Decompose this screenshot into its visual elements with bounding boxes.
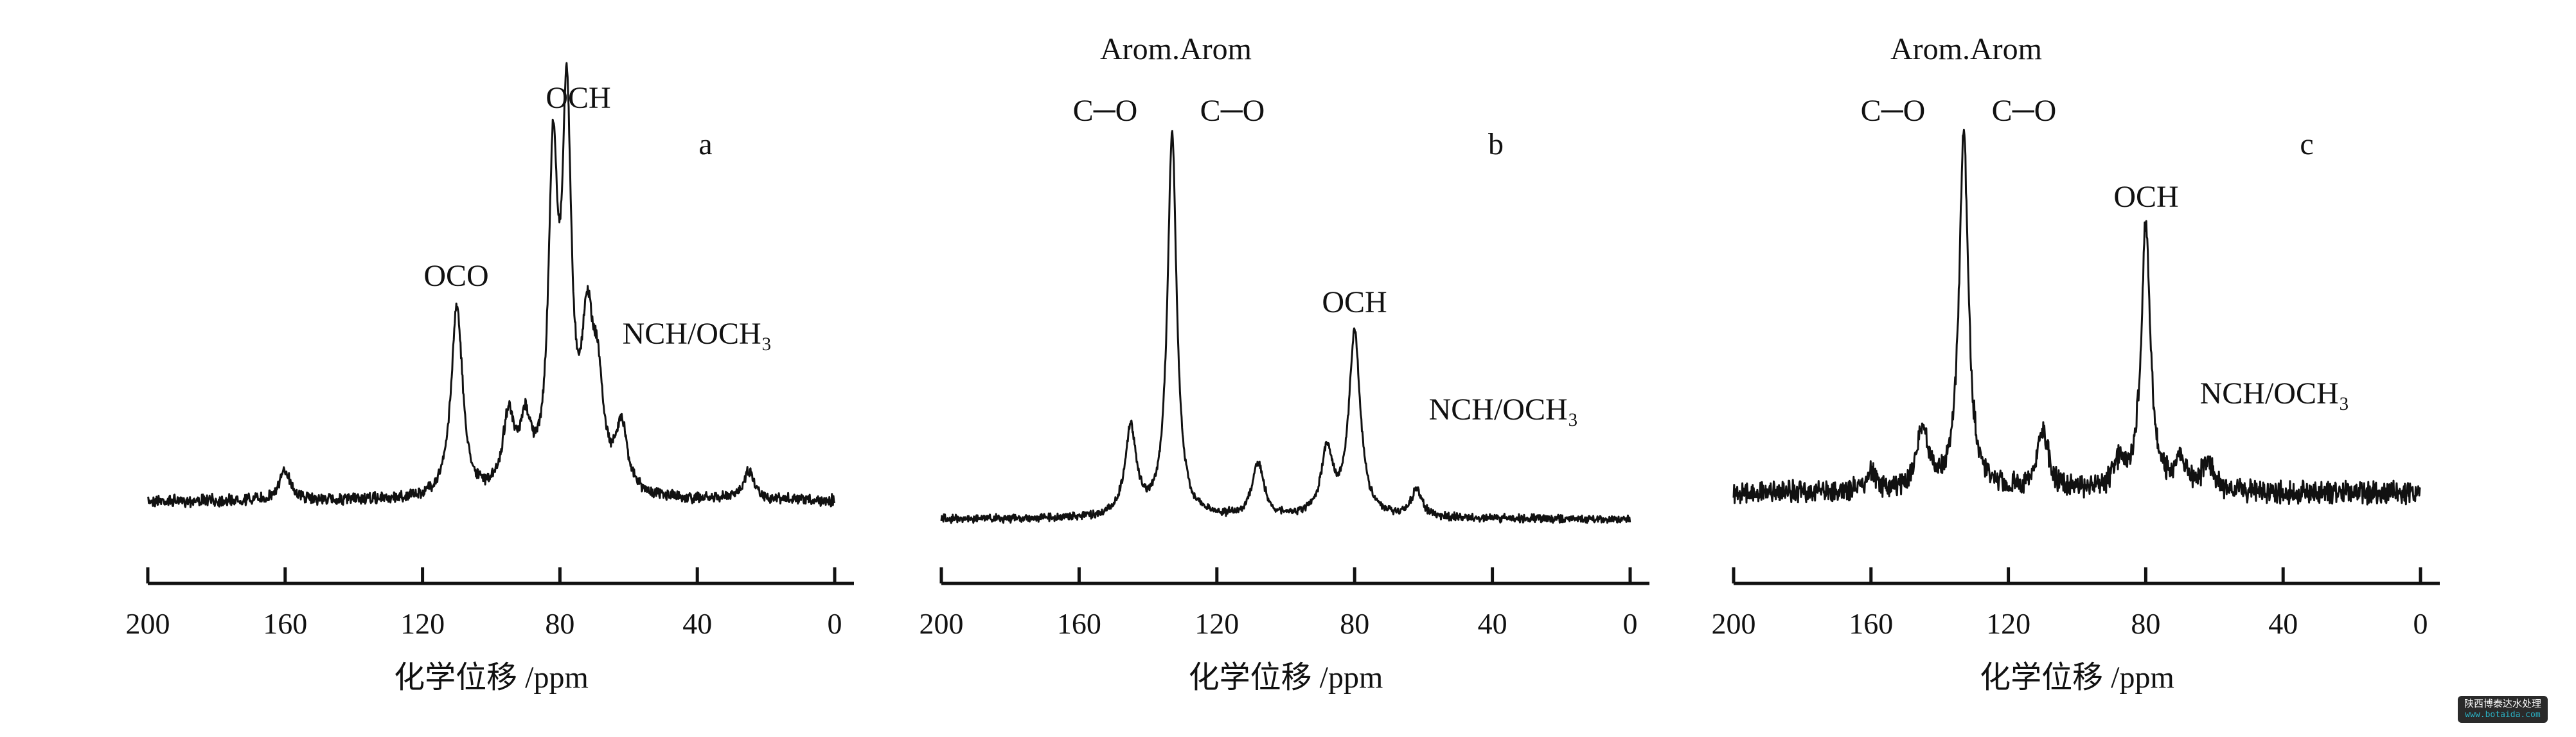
peak-annotation: OCO xyxy=(423,259,488,293)
x-tick-label: 40 xyxy=(682,607,712,640)
x-tick-label: 40 xyxy=(2268,607,2298,640)
x-tick-label: 200 xyxy=(126,607,170,640)
x-tick-label: 160 xyxy=(1849,607,1893,640)
peak-annotation: C─O xyxy=(1861,94,1926,128)
x-tick-label: 80 xyxy=(545,607,574,640)
x-tick-label: 40 xyxy=(1478,607,1507,640)
x-tick-label: 200 xyxy=(919,607,964,640)
peak-annotation: Arom.Arom xyxy=(1100,32,1252,66)
watermark-url: www.botaida.com xyxy=(2465,710,2541,720)
watermark-company: 陕西博泰达水处理 xyxy=(2464,698,2541,709)
watermark-logo: 陕西博泰达水处理 www.botaida.com xyxy=(2458,696,2548,723)
peak-annotation: C─O xyxy=(1200,94,1265,128)
x-tick-label: 0 xyxy=(2413,607,2428,640)
peak-annotation: NCH/OCH₃ xyxy=(1429,393,1579,427)
x-tick-label: 0 xyxy=(1623,607,1638,640)
peak-annotation: NCH/OCH₃ xyxy=(623,317,772,351)
spectrum-panel-c: 200 160 120 80 40 0 化学位移 /ppm c Arom.Arom C─O C─O O… xyxy=(1712,32,2440,695)
spectrum-line xyxy=(1732,129,2421,506)
panel-label: a xyxy=(698,127,712,161)
peak-annotation: OCH xyxy=(546,81,610,115)
x-tick-label: 160 xyxy=(1057,607,1101,640)
x-tick-label: 80 xyxy=(1340,607,1369,640)
x-tick-label: 80 xyxy=(2131,607,2160,640)
x-tick-label: 120 xyxy=(1195,607,1239,640)
peak-annotation: OCH xyxy=(2113,180,2178,214)
x-axis-label: 化学位移 /ppm xyxy=(1189,661,1383,695)
panel-label: c xyxy=(2300,127,2313,161)
spectrum-line xyxy=(940,130,1631,524)
peak-annotation: C─O xyxy=(1073,94,1138,128)
peak-annotation: NCH/OCH₃ xyxy=(2200,377,2350,411)
peak-annotation: Arom.Arom xyxy=(1890,32,2042,66)
spectrum-panel-a: 200 160 120 80 40 0 化学位移 /ppm a OCO OCH NCH/OCH₃ xyxy=(126,62,854,695)
spectrum-panel-b: 200 160 120 80 40 0 化学位移 /ppm b Arom.Arom C─O C─O O… xyxy=(919,32,1649,695)
spectrum-line xyxy=(147,62,836,508)
x-axis-label: 化学位移 /ppm xyxy=(1980,661,2174,695)
panel-label: b xyxy=(1488,127,1504,161)
peak-annotation: OCH xyxy=(1322,285,1387,319)
x-tick-label: 120 xyxy=(1986,607,2030,640)
x-axis-label: 化学位移 /ppm xyxy=(394,661,589,695)
x-tick-label: 200 xyxy=(1712,607,1756,640)
peak-annotation: C─O xyxy=(1992,94,2057,128)
x-tick-label: 0 xyxy=(828,607,842,640)
x-tick-label: 160 xyxy=(263,607,307,640)
x-tick-label: 120 xyxy=(400,607,445,640)
